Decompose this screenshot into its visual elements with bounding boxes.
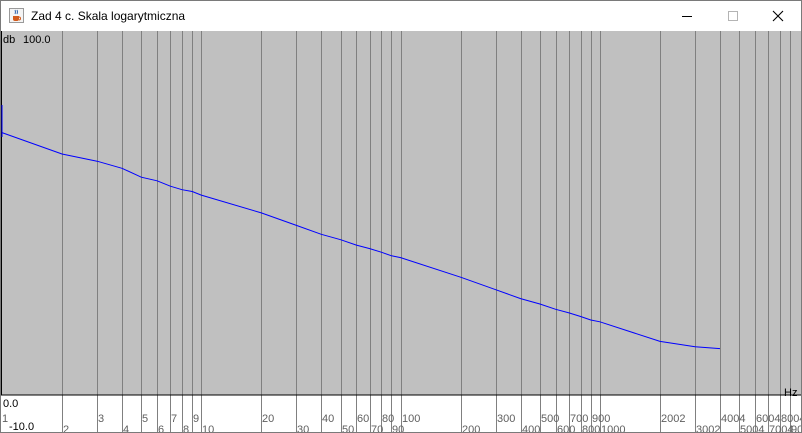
x-tick-label: 80 <box>382 413 394 425</box>
x-tick-label: 300 <box>497 413 515 425</box>
x-tick-label: 5 <box>142 413 148 425</box>
x-tick-label: 800 <box>582 424 600 432</box>
window-title: Zad 4 c. Skala logarytmiczna <box>31 9 186 23</box>
x-tick-label: 6004 <box>756 413 780 425</box>
title-bar[interactable]: Zad 4 c. Skala logarytmiczna <box>1 1 801 31</box>
x-tick-label: 4004 <box>721 413 745 425</box>
y-tick-zero: 0.0 <box>3 398 18 410</box>
x-tick-label: 3002 <box>696 424 720 432</box>
minimize-icon <box>682 16 692 17</box>
x-tick-label: 600 <box>557 424 575 432</box>
x-tick-label: 30 <box>297 424 309 432</box>
x-tick-label: 20 <box>262 413 274 425</box>
x-tick-label: 5004 <box>740 424 764 432</box>
x-tick-label: 1000 <box>601 424 625 432</box>
x-tick-label: 1 <box>2 413 8 425</box>
java-cup-icon <box>9 8 24 23</box>
close-button[interactable] <box>755 1 801 31</box>
x-tick-label: 7004 <box>769 424 793 432</box>
close-icon <box>772 10 784 22</box>
plot-area: 1 3 5 7 9 20 40 60 80 100 300 500 700 900 2002 4004 6004… <box>1 31 801 432</box>
maximize-button[interactable] <box>710 1 756 31</box>
x-tick-label: 200 <box>462 424 480 432</box>
minimize-button[interactable] <box>664 1 710 31</box>
x-axis-label: Hz <box>784 387 797 399</box>
x-tick-label: 900 <box>592 413 610 425</box>
x-tick-label: 8 <box>183 424 189 432</box>
x-tick-label: 50 <box>342 424 354 432</box>
grid-lines <box>62 31 791 432</box>
x-tick-label: 3 <box>98 413 104 425</box>
x-tick-label: 70 <box>371 424 383 432</box>
x-tick-label: 10 <box>202 424 214 432</box>
x-tick-label: 60 <box>357 413 369 425</box>
x-tick-label: 4 <box>123 424 129 432</box>
y-axis-label: db <box>3 34 15 46</box>
x-tick-label: 2 <box>63 424 69 432</box>
x-tick-label: 500 <box>541 413 559 425</box>
log-chart: 1 3 5 7 9 20 40 60 80 100 300 500 700 900 2002 4004 6004… <box>1 31 801 432</box>
x-tick-label: 6 <box>158 424 164 432</box>
maximize-icon <box>728 11 738 21</box>
x-tick-label: 90 <box>392 424 404 432</box>
x-tick-label: 7 <box>171 413 177 425</box>
series-line <box>1 132 721 350</box>
x-tick-label: 9004 <box>791 424 801 432</box>
x-tick-label: 9 <box>193 413 199 425</box>
x-tick-label: 400 <box>522 424 540 432</box>
x-tick-label: 100 <box>402 413 420 425</box>
x-tick-label: 40 <box>322 413 334 425</box>
y-tick-bottom: -10.0 <box>9 421 34 432</box>
x-tick-label: 8004 <box>781 413 801 425</box>
x-tick-labels: 1 3 5 7 9 20 40 60 80 100 300 500 700 900 2002 4004 6004… <box>2 413 801 432</box>
y-tick-top: 100.0 <box>23 34 51 46</box>
x-tick-label: 2002 <box>661 413 685 425</box>
x-tick-label: 700 <box>570 413 588 425</box>
